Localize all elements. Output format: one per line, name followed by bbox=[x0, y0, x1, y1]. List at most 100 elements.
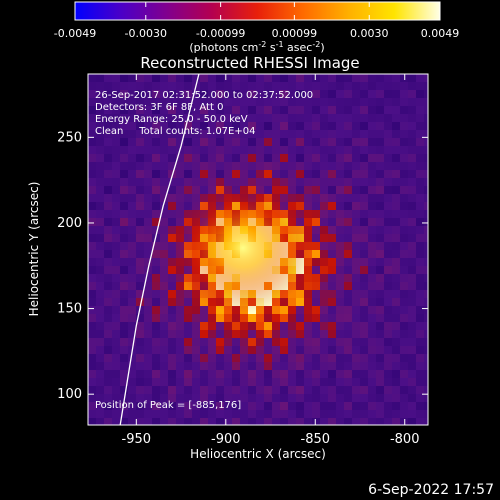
heatmap-cell bbox=[392, 154, 400, 162]
heatmap-cell bbox=[376, 338, 384, 346]
heatmap-cell bbox=[160, 146, 168, 154]
heatmap-cell bbox=[200, 178, 208, 186]
heatmap-cell bbox=[376, 290, 384, 298]
heatmap-cell bbox=[240, 146, 248, 154]
heatmap-cell bbox=[120, 402, 128, 410]
heatmap-cell bbox=[208, 354, 216, 362]
heatmap-cell bbox=[96, 130, 104, 138]
heatmap-cell bbox=[120, 114, 128, 122]
heatmap-cell bbox=[184, 298, 192, 306]
heatmap-cell bbox=[136, 146, 144, 154]
heatmap-cell bbox=[360, 138, 368, 146]
heatmap-cell bbox=[248, 314, 256, 322]
heatmap-cell bbox=[216, 106, 224, 114]
heatmap-cell bbox=[424, 250, 428, 258]
heatmap-cell bbox=[184, 74, 192, 82]
heatmap-cell bbox=[128, 74, 136, 82]
heatmap-cell bbox=[312, 178, 320, 186]
heatmap-cell bbox=[112, 410, 120, 418]
heatmap-cell bbox=[368, 338, 376, 346]
plot-title: Reconstructed RHESSI Image bbox=[140, 54, 359, 72]
heatmap-cell bbox=[256, 138, 264, 146]
heatmap-cell bbox=[152, 218, 160, 226]
heatmap-cell bbox=[376, 418, 384, 425]
heatmap-cell bbox=[104, 394, 112, 402]
heatmap-cell bbox=[344, 394, 352, 402]
heatmap-cell bbox=[352, 146, 360, 154]
heatmap-cell bbox=[264, 338, 272, 346]
heatmap-cell bbox=[328, 266, 336, 274]
heatmap-cell bbox=[304, 106, 312, 114]
heatmap-cell bbox=[312, 402, 320, 410]
heatmap-cell bbox=[304, 362, 312, 370]
heatmap-cell bbox=[168, 274, 176, 282]
heatmap-cell bbox=[184, 82, 192, 90]
heatmap-cell bbox=[304, 402, 312, 410]
heatmap-cell bbox=[104, 410, 112, 418]
heatmap-cell bbox=[176, 98, 184, 106]
heatmap-cell bbox=[392, 282, 400, 290]
heatmap-cell bbox=[384, 298, 392, 306]
heatmap-cell bbox=[184, 322, 192, 330]
heatmap-cell bbox=[120, 386, 128, 394]
heatmap-cell bbox=[416, 106, 424, 114]
heatmap-cell bbox=[232, 402, 240, 410]
heatmap-cell bbox=[424, 370, 428, 378]
heatmap-cell bbox=[112, 306, 120, 314]
heatmap-cell bbox=[232, 130, 240, 138]
heatmap-cell bbox=[384, 234, 392, 242]
heatmap-cell bbox=[384, 266, 392, 274]
heatmap-cell bbox=[312, 314, 320, 322]
x-tick-label: -950 bbox=[122, 432, 152, 447]
heatmap-cell bbox=[168, 130, 176, 138]
heatmap-cell bbox=[96, 330, 104, 338]
heatmap-cell bbox=[184, 162, 192, 170]
heatmap-cell bbox=[208, 162, 216, 170]
colorbar: -0.0049 -0.0030 -0.00099 0.00099 0.0030 0.004… bbox=[54, 1, 459, 54]
heatmap-cell bbox=[424, 410, 428, 418]
heatmap-cell bbox=[320, 330, 328, 338]
heatmap-cell bbox=[168, 330, 176, 338]
heatmap-cell bbox=[184, 106, 192, 114]
heatmap-cell bbox=[336, 402, 344, 410]
heatmap-cell bbox=[120, 90, 128, 98]
heatmap-cell bbox=[376, 330, 384, 338]
heatmap-cell bbox=[408, 338, 416, 346]
heatmap-cell bbox=[416, 338, 424, 346]
heatmap-cell bbox=[328, 282, 336, 290]
heatmap-cell bbox=[104, 258, 112, 266]
heatmap-cell bbox=[152, 250, 160, 258]
heatmap-cell bbox=[336, 242, 344, 250]
heatmap-cell bbox=[128, 306, 136, 314]
heatmap-cell bbox=[368, 186, 376, 194]
heatmap-cell bbox=[136, 290, 144, 298]
heatmap-cell bbox=[368, 74, 376, 82]
heatmap-cell bbox=[168, 234, 176, 242]
heatmap-cell bbox=[344, 410, 352, 418]
heatmap-cell bbox=[144, 90, 152, 98]
heatmap-cell bbox=[424, 82, 428, 90]
heatmap-cell bbox=[112, 178, 120, 186]
heatmap-cell bbox=[176, 394, 184, 402]
heatmap-cell bbox=[200, 402, 208, 410]
heatmap-cell bbox=[296, 330, 304, 338]
heatmap-cell bbox=[216, 162, 224, 170]
heatmap-cell bbox=[104, 250, 112, 258]
heatmap-cell bbox=[176, 154, 184, 162]
heatmap-cell bbox=[176, 282, 184, 290]
heatmap-cell bbox=[344, 90, 352, 98]
heatmap-cell bbox=[400, 258, 408, 266]
heatmap-cell bbox=[176, 202, 184, 210]
heatmap-cell bbox=[152, 162, 160, 170]
heatmap-cell bbox=[296, 378, 304, 386]
heatmap-cell bbox=[88, 274, 96, 282]
heatmap-cell bbox=[384, 74, 392, 82]
heatmap-cell bbox=[392, 170, 400, 178]
heatmap-cell bbox=[112, 378, 120, 386]
heatmap-cell bbox=[408, 402, 416, 410]
heatmap-cell bbox=[320, 346, 328, 354]
heatmap-cell bbox=[392, 394, 400, 402]
heatmap-cell bbox=[112, 162, 120, 170]
heatmap-cell bbox=[280, 138, 288, 146]
heatmap-cell bbox=[360, 106, 368, 114]
